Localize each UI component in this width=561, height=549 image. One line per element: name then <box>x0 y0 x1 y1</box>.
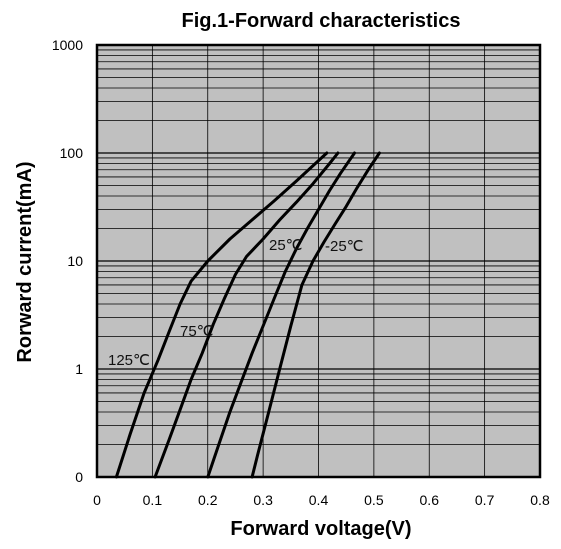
curve-label: 25℃ <box>269 237 303 254</box>
y-tick-label: 0 <box>75 469 83 485</box>
grid <box>97 45 540 477</box>
chart-title: Fig.1-Forward characteristics <box>182 10 461 32</box>
y-tick-label: 1 <box>75 361 83 377</box>
x-tick-label: 0.5 <box>364 492 384 508</box>
x-tick-label: 0.6 <box>420 492 440 508</box>
curve-label: 75℃ <box>180 323 214 340</box>
series-line <box>114 151 329 479</box>
x-tick-label: 0.4 <box>309 492 329 508</box>
series-line <box>206 151 356 479</box>
x-tick-label: 0.3 <box>253 492 273 508</box>
x-tick-label: 0 <box>93 492 101 508</box>
x-tick-label: 0.1 <box>143 492 163 508</box>
plot-frame-border <box>95 43 542 479</box>
y-axis-label: Rorward current(mA) <box>14 161 36 362</box>
y-tick-label: 1000 <box>52 37 83 53</box>
x-tick-label: 0.2 <box>198 492 218 508</box>
y-tick-label: 100 <box>60 145 84 161</box>
curve-label: 125℃ <box>108 352 150 369</box>
x-tick-label: 0.8 <box>530 492 550 508</box>
series-line <box>153 151 340 479</box>
plot-frame <box>95 43 542 479</box>
x-tick-label: 0.7 <box>475 492 495 508</box>
series-lines <box>114 151 381 479</box>
curve-label: -25℃ <box>325 238 364 255</box>
y-tick-label: 10 <box>67 253 83 269</box>
curve-annotations: 125℃ 75℃ 25℃ -25℃ <box>108 237 364 369</box>
series-line <box>250 151 381 479</box>
tick-labels: 0 0.1 0.2 0.3 0.4 0.5 0.6 0.7 0.8 0 1 10 100 1000 <box>52 37 550 508</box>
x-axis-label: Forward voltage(V) <box>230 518 411 540</box>
